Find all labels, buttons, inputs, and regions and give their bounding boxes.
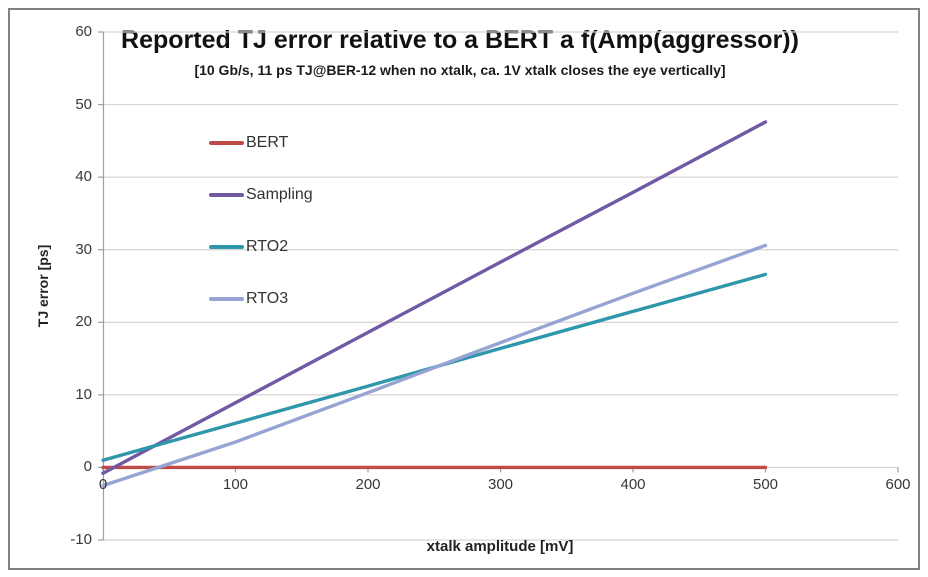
legend-item-RTO3: RTO3 [209,290,288,308]
y-tick-label-60: 60 [75,23,92,40]
y-axis-title: TJ error [ps] [35,244,51,328]
series-line-RTO3 [101,243,768,488]
legend-label-Sampling: Sampling [246,186,313,203]
legend-swatch-Sampling [209,193,244,197]
legend-swatch-BERT [209,141,244,145]
legend-label-RTO2: RTO2 [246,238,289,255]
x-axis-title: xtalk amplitude [mV] [426,538,574,555]
legend-label-BERT: BERT [246,134,289,151]
legend-item-BERT: BERT [209,134,288,152]
x-tick-label-200: 200 [355,476,381,494]
y-tick-label-50: 50 [75,95,92,113]
x-tick-label-0: 0 [98,476,108,494]
chart-title: Reported TJ error relative to a BERT a f… [121,26,799,54]
y-tick-label-30: 30 [75,240,92,258]
series-line-Sampling [101,120,768,475]
legend-swatch-RTO3 [209,297,244,301]
legend-label-RTO3: RTO3 [246,290,289,307]
plot-area [98,31,899,541]
y-tick-label-20: 20 [75,313,92,331]
y-tick-label-40: 40 [75,168,92,186]
y-tick-label-10: 10 [75,385,92,403]
chart-frame: Reported TJ error relative to a BERT a f… [8,8,920,570]
x-tick-label-300: 300 [487,476,514,494]
chart-subtitle: [10 Gb/s, 11 ps TJ@BER-12 when no xtalk,… [194,62,726,78]
x-tick-label-400: 400 [620,476,646,494]
x-tick-label-500: 500 [752,476,779,494]
x-tick-label-100: 100 [222,476,249,494]
y-tick-label-0: 0 [83,458,92,476]
legend-item-RTO2: RTO2 [209,238,288,256]
legend-item-Sampling: Sampling [209,186,313,204]
y-tick-label--10: -10 [70,531,92,548]
x-tick-label-600: 600 [885,476,911,494]
legend-swatch-RTO2 [209,245,244,249]
